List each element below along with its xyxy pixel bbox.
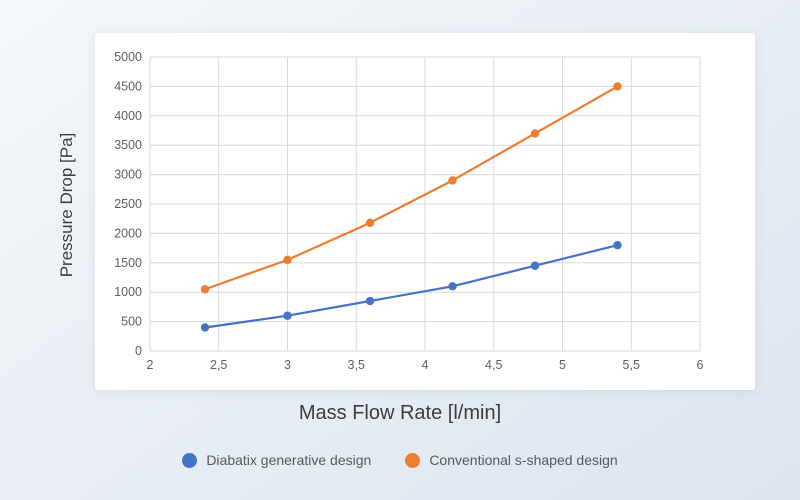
data-point — [448, 176, 457, 185]
legend: Diabatix generative design Conventional … — [0, 452, 800, 468]
x-tick-label: 2,5 — [210, 358, 227, 372]
legend-item-diabatix: Diabatix generative design — [182, 452, 371, 468]
y-tick-label: 1500 — [114, 256, 142, 270]
y-tick-label: 2500 — [114, 197, 142, 211]
data-point — [613, 82, 622, 91]
x-tick-label: 5 — [559, 358, 566, 372]
data-point — [448, 282, 457, 291]
x-tick-label: 3,5 — [348, 358, 365, 372]
y-tick-label: 4500 — [114, 79, 142, 93]
series-line-1 — [203, 85, 619, 291]
data-point — [283, 311, 292, 320]
y-tick-label: 500 — [121, 315, 142, 329]
x-tick-label: 6 — [697, 358, 704, 372]
legend-marker-orange-icon — [405, 452, 421, 468]
chart-card: 0 500 1000 1500 2000 2500 3000 3500 4000 4500 5000… — [95, 33, 755, 390]
x-tick-label: 2 — [147, 358, 154, 372]
x-tick-label: 4 — [422, 358, 429, 372]
series-line-0 — [203, 244, 619, 329]
data-point — [365, 218, 375, 228]
y-tick-label: 0 — [135, 344, 142, 358]
line-chart: 0 500 1000 1500 2000 2500 3000 3500 4000 4500 5000… — [114, 50, 704, 372]
y-tick-label: 5000 — [114, 50, 142, 64]
x-axis-title: Mass Flow Rate [l/min] — [298, 402, 502, 424]
data-point — [283, 255, 292, 265]
data-point — [530, 261, 540, 270]
y-tick-label: 4000 — [114, 109, 142, 123]
x-tick-label: 3 — [284, 358, 291, 372]
data-point — [200, 323, 210, 332]
y-tick-label: 2000 — [114, 226, 142, 240]
y-tick-label: 3500 — [114, 138, 142, 152]
x-tick-label: 5,5 — [623, 358, 640, 372]
x-tick-label: 4,5 — [485, 358, 502, 372]
y-tick-label: 3000 — [114, 168, 142, 182]
data-point — [200, 285, 210, 294]
legend-label-diabatix: Diabatix generative design — [206, 452, 372, 468]
data-point — [365, 296, 375, 306]
y-axis-title: Pressure Drop [Pa] — [57, 132, 76, 278]
y-tick-label: 1000 — [114, 285, 142, 299]
legend-marker-blue-icon — [182, 452, 198, 468]
data-point — [530, 129, 540, 138]
legend-item-conventional: Conventional s-shaped design — [405, 452, 618, 468]
legend-label-conventional: Conventional s-shaped design — [429, 452, 618, 468]
data-point — [613, 240, 622, 250]
